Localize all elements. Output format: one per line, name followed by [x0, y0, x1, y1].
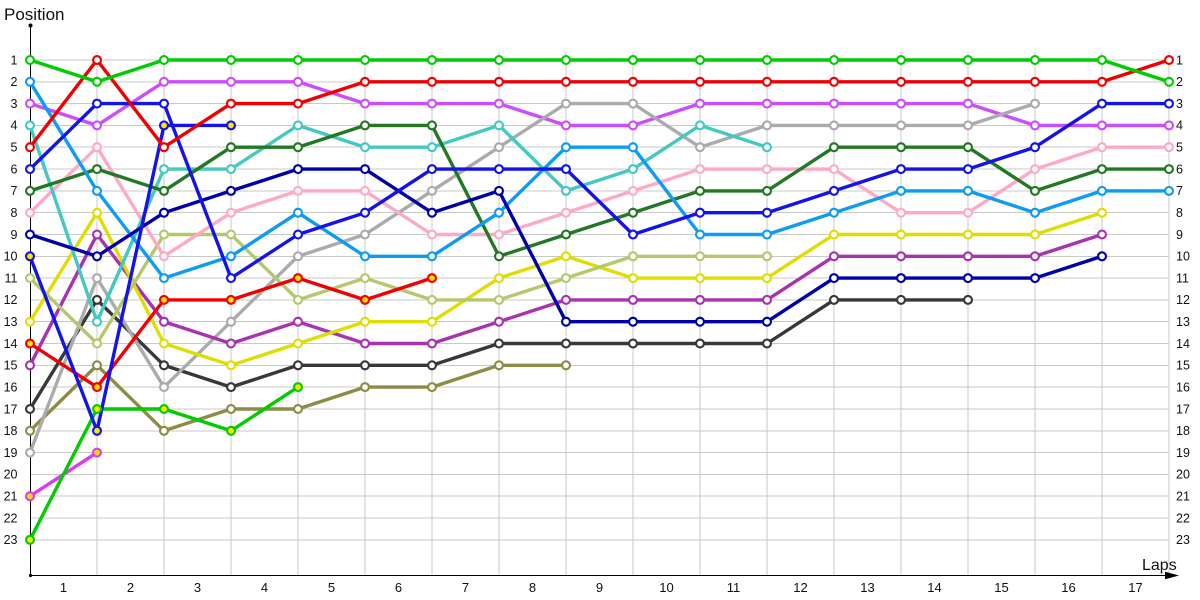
svg-text:22: 22 [1176, 511, 1190, 525]
svg-text:16: 16 [4, 380, 18, 394]
svg-text:13: 13 [4, 315, 18, 329]
svg-text:19: 19 [4, 446, 18, 460]
svg-text:3: 3 [1176, 97, 1183, 111]
svg-text:12: 12 [793, 580, 807, 595]
svg-text:12: 12 [4, 293, 18, 307]
svg-text:11: 11 [1176, 271, 1189, 285]
svg-text:22: 22 [4, 511, 18, 525]
svg-text:2: 2 [1176, 75, 1183, 89]
svg-text:8: 8 [1176, 206, 1183, 220]
svg-text:14: 14 [4, 337, 18, 351]
svg-text:Position: Position [4, 5, 64, 24]
svg-text:9: 9 [1176, 228, 1183, 242]
svg-text:3: 3 [194, 580, 201, 595]
svg-text:1: 1 [1176, 53, 1183, 67]
svg-text:11: 11 [5, 271, 18, 285]
svg-text:15: 15 [4, 359, 18, 373]
svg-text:17: 17 [4, 402, 18, 416]
svg-text:9: 9 [11, 228, 18, 242]
svg-text:23: 23 [1176, 533, 1190, 547]
svg-text:2: 2 [11, 75, 18, 89]
svg-text:18: 18 [4, 424, 18, 438]
svg-text:8: 8 [11, 206, 18, 220]
svg-text:3: 3 [11, 97, 18, 111]
svg-text:1: 1 [60, 580, 67, 595]
svg-text:6: 6 [395, 580, 402, 595]
svg-text:21: 21 [1176, 490, 1190, 504]
svg-text:9: 9 [596, 580, 603, 595]
svg-text:17: 17 [1176, 402, 1190, 416]
svg-text:2: 2 [127, 580, 134, 595]
svg-text:7: 7 [11, 184, 18, 198]
svg-text:21: 21 [4, 490, 18, 504]
svg-text:4: 4 [11, 119, 18, 133]
svg-text:16: 16 [1176, 380, 1190, 394]
svg-text:18: 18 [1176, 424, 1190, 438]
svg-text:11: 11 [727, 580, 741, 595]
svg-text:4: 4 [1176, 119, 1183, 133]
svg-text:6: 6 [1176, 162, 1183, 176]
svg-text:5: 5 [328, 580, 335, 595]
svg-text:15: 15 [994, 580, 1008, 595]
svg-text:23: 23 [4, 533, 18, 547]
svg-text:5: 5 [1176, 141, 1183, 155]
svg-text:14: 14 [927, 580, 941, 595]
svg-text:10: 10 [4, 250, 18, 264]
svg-text:19: 19 [1176, 446, 1190, 460]
svg-text:8: 8 [529, 580, 536, 595]
svg-text:Laps: Laps [1142, 557, 1177, 574]
svg-text:15: 15 [1176, 359, 1190, 373]
svg-text:13: 13 [860, 580, 874, 595]
svg-text:7: 7 [1176, 184, 1183, 198]
svg-text:12: 12 [1176, 293, 1190, 307]
svg-text:5: 5 [11, 141, 18, 155]
svg-text:4: 4 [261, 580, 268, 595]
svg-text:13: 13 [1176, 315, 1190, 329]
svg-text:7: 7 [462, 580, 469, 595]
svg-text:10: 10 [659, 580, 673, 595]
svg-text:14: 14 [1176, 337, 1190, 351]
svg-text:20: 20 [4, 468, 18, 482]
svg-text:1: 1 [11, 53, 18, 67]
svg-text:6: 6 [11, 162, 18, 176]
svg-text:20: 20 [1176, 468, 1190, 482]
svg-text:17: 17 [1128, 580, 1142, 595]
svg-text:16: 16 [1061, 580, 1075, 595]
svg-text:10: 10 [1176, 250, 1190, 264]
